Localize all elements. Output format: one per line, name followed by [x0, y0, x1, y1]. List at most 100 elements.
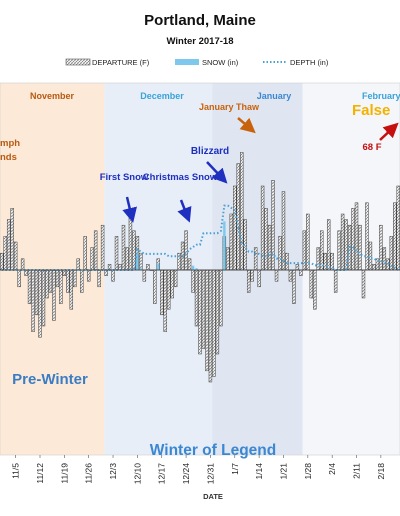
departure-bar	[281, 191, 286, 271]
departure-bar	[194, 269, 199, 327]
departure-bar	[330, 252, 334, 271]
departure-bar	[66, 269, 70, 293]
departure-bar	[93, 230, 98, 271]
departure-bar	[240, 152, 244, 271]
x-tick-label: 12/10	[132, 463, 142, 485]
departure-bar	[41, 269, 46, 327]
x-tick-label: 11/12	[35, 463, 45, 484]
snow-bar	[136, 253, 139, 270]
departure-bar	[139, 252, 143, 271]
departure-bar	[260, 185, 265, 271]
departure-bar	[257, 269, 261, 288]
legend-label-depth: DEPTH (in)	[290, 58, 329, 67]
departure-bar	[365, 202, 369, 271]
departure-bar	[83, 236, 87, 271]
departure-bar	[250, 269, 254, 282]
departure-bar	[184, 230, 188, 271]
departure-bar	[153, 269, 157, 304]
departure-bar	[372, 264, 376, 271]
departure-bar	[160, 269, 164, 316]
departure-bar	[111, 269, 115, 282]
arrow-first-snow	[122, 196, 137, 223]
departure-bar	[344, 219, 348, 271]
legend-label-snow: SNOW (in)	[202, 58, 239, 67]
departure-bar	[393, 202, 397, 271]
period-label-winter-of-legend: Winter of Legend	[150, 442, 276, 459]
x-tick-label: 1/14	[254, 463, 264, 480]
annotation-blizzard: Blizzard	[191, 146, 229, 157]
month-label-november: November	[30, 91, 75, 101]
departure-bar	[121, 224, 126, 271]
annotation-false-spring: False	[352, 102, 390, 119]
departure-bar	[215, 269, 220, 355]
departure-bar	[351, 208, 355, 271]
departure-bar	[278, 236, 282, 271]
departure-bar	[267, 224, 272, 271]
x-tick-label: 1/21	[278, 463, 288, 480]
departure-bar	[52, 269, 56, 321]
departure-bar	[219, 269, 223, 327]
departure-bar	[73, 269, 77, 288]
departure-bar	[6, 219, 11, 271]
departure-bar	[13, 241, 18, 271]
departure-bar	[76, 258, 80, 271]
departure-bar	[236, 163, 240, 271]
x-tick-label: 1/28	[303, 463, 313, 480]
departure-bar	[226, 247, 230, 271]
annotation-first-snow: First Snow	[100, 172, 149, 183]
departure-bar	[313, 269, 317, 310]
departure-bar	[274, 269, 279, 282]
snow-bar	[195, 268, 198, 270]
departure-bar	[170, 269, 174, 299]
snow-series	[136, 221, 226, 270]
legend-swatch-snow	[175, 59, 199, 65]
departure-bar	[125, 247, 129, 271]
departure-bar	[45, 269, 49, 299]
period-label-pre-winter: Pre-Winter	[12, 371, 88, 388]
x-tick-label: 11/19	[59, 463, 69, 484]
departure-bar	[187, 258, 192, 271]
departure-bar	[20, 258, 25, 271]
departure-bar	[361, 269, 366, 299]
departure-bar	[166, 269, 171, 310]
departure-bar	[309, 269, 314, 299]
departure-bar	[10, 208, 14, 271]
departure-bar	[69, 269, 74, 310]
x-tick-label: 12/24	[181, 463, 191, 485]
x-tick-label: 2/18	[376, 463, 386, 480]
arrow-christmas-snow	[177, 199, 192, 223]
depth-line	[1, 204, 399, 271]
departure-bar	[114, 236, 119, 271]
departure-bar	[97, 269, 101, 288]
departure-bar	[326, 219, 331, 271]
annotation-january-thaw: January Thaw	[199, 102, 260, 112]
departure-bar	[198, 269, 202, 355]
departure-bar	[142, 269, 147, 282]
annotation-68f: 68 F	[362, 142, 381, 153]
departure-bar	[0, 252, 4, 271]
plot-frame	[0, 82, 400, 456]
annotation-winds: nds	[0, 152, 17, 163]
departure-bar	[320, 230, 324, 271]
x-tick-label: 2/4	[327, 463, 337, 475]
departure-bar	[59, 269, 63, 304]
departure-bar	[264, 208, 268, 271]
departure-bar	[288, 269, 293, 282]
departure-bar	[295, 264, 300, 271]
departure-bar	[17, 269, 21, 288]
annotation-christmas-snow: Christmas Snow	[143, 172, 218, 183]
departure-bar	[354, 202, 359, 271]
month-label-january: January	[257, 91, 292, 101]
departure-bar	[191, 269, 195, 293]
legend-swatch-departure	[65, 58, 91, 66]
departure-bar	[86, 269, 91, 282]
departure-bar	[80, 269, 84, 293]
departure-bar	[246, 269, 251, 293]
month-label-december: December	[140, 91, 184, 101]
departure-bar	[292, 269, 296, 304]
snow-bar	[139, 268, 143, 270]
snow-bar	[157, 263, 160, 270]
snow-bar	[223, 221, 226, 270]
departure-bar	[173, 269, 178, 288]
legend-label-departure: DEPARTURE (F)	[92, 58, 150, 67]
